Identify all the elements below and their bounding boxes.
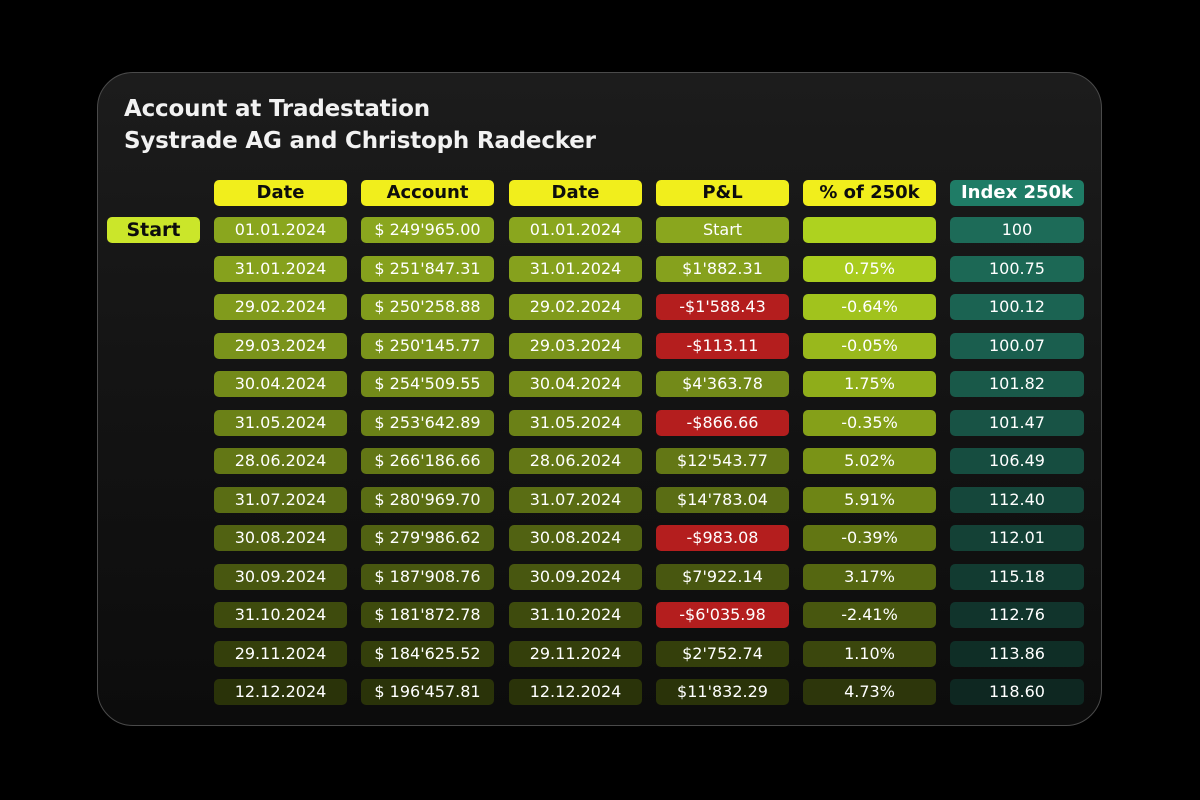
percent-cell — [803, 217, 936, 243]
account-cell: $ 253'642.89 — [361, 409, 494, 436]
index-cell: 106.49 — [950, 448, 1084, 474]
index-cell: 115.18 — [950, 563, 1084, 590]
date2-cell: 29.02.2024 — [509, 294, 642, 320]
account-cell: $ 181'872.78 — [361, 602, 494, 628]
start-label: Start — [107, 217, 200, 243]
account-cell: $ 187'908.76 — [361, 563, 494, 590]
date2-cell: 30.09.2024 — [509, 563, 642, 590]
pnl-cell: $7'922.14 — [656, 563, 789, 590]
index-cell: 101.82 — [950, 371, 1084, 397]
percent-cell: 0.75% — [803, 255, 936, 282]
pnl-cell: -$6'035.98 — [656, 602, 789, 628]
account-cell: $ 266'186.66 — [361, 448, 494, 474]
percent-cell: 5.91% — [803, 486, 936, 513]
index-cell: 100 — [950, 217, 1084, 243]
title-line-1: Account at Tradestation — [124, 96, 430, 122]
percent-cell: 3.17% — [803, 563, 936, 590]
header-account: Account — [361, 180, 494, 206]
header-pnl: P&L — [656, 180, 789, 206]
header-date: Date — [214, 180, 347, 206]
index-cell: 100.75 — [950, 255, 1084, 282]
account-cell: $ 251'847.31 — [361, 255, 494, 282]
percent-cell: -0.39% — [803, 525, 936, 551]
pnl-cell: $2'752.74 — [656, 640, 789, 667]
index-cell: 101.47 — [950, 409, 1084, 436]
account-cell: $ 184'625.52 — [361, 640, 494, 667]
percent-cell: -0.35% — [803, 409, 936, 436]
date-cell: 29.02.2024 — [214, 294, 347, 320]
date2-cell: 29.03.2024 — [509, 332, 642, 359]
date-cell: 30.09.2024 — [214, 563, 347, 590]
account-cell: $ 249'965.00 — [361, 217, 494, 243]
date2-cell: 28.06.2024 — [509, 448, 642, 474]
date-cell: 31.01.2024 — [214, 255, 347, 282]
index-cell: 112.01 — [950, 525, 1084, 551]
pnl-cell: $4'363.78 — [656, 371, 789, 397]
percent-cell: 4.73% — [803, 679, 936, 705]
pnl-cell: $14'783.04 — [656, 486, 789, 513]
percent-cell: 5.02% — [803, 448, 936, 474]
date2-cell: 01.01.2024 — [509, 217, 642, 243]
index-cell: 100.12 — [950, 294, 1084, 320]
percent-cell: -2.41% — [803, 602, 936, 628]
date-cell: 31.10.2024 — [214, 602, 347, 628]
pnl-cell: -$113.11 — [656, 332, 789, 359]
pnl-cell: $12'543.77 — [656, 448, 789, 474]
date2-cell: 30.08.2024 — [509, 525, 642, 551]
date-cell: 30.04.2024 — [214, 371, 347, 397]
pnl-cell: -$983.08 — [656, 525, 789, 551]
index-cell: 112.76 — [950, 602, 1084, 628]
pnl-cell: $1'882.31 — [656, 255, 789, 282]
percent-cell: -0.64% — [803, 294, 936, 320]
date-cell: 28.06.2024 — [214, 448, 347, 474]
account-cell: $ 254'509.55 — [361, 371, 494, 397]
date-cell: 12.12.2024 — [214, 679, 347, 705]
account-cell: $ 196'457.81 — [361, 679, 494, 705]
date-cell: 29.11.2024 — [214, 640, 347, 667]
header-percent: % of 250k — [803, 180, 936, 206]
date2-cell: 31.10.2024 — [509, 602, 642, 628]
index-cell: 118.60 — [950, 679, 1084, 705]
date-cell: 01.01.2024 — [214, 217, 347, 243]
percent-cell: 1.10% — [803, 640, 936, 667]
date2-cell: 30.04.2024 — [509, 371, 642, 397]
index-cell: 113.86 — [950, 640, 1084, 667]
header-date-2: Date — [509, 180, 642, 206]
header-index: Index 250k — [950, 180, 1084, 206]
page-title: Account at Tradestation Systrade AG and … — [124, 93, 596, 157]
account-cell: $ 250'145.77 — [361, 332, 494, 359]
index-cell: 100.07 — [950, 332, 1084, 359]
index-cell: 112.40 — [950, 486, 1084, 513]
date2-cell: 31.05.2024 — [509, 409, 642, 436]
date2-cell: 31.07.2024 — [509, 486, 642, 513]
date-cell: 30.08.2024 — [214, 525, 347, 551]
date2-cell: 31.01.2024 — [509, 255, 642, 282]
date-cell: 31.07.2024 — [214, 486, 347, 513]
title-line-2: Systrade AG and Christoph Radecker — [124, 128, 596, 154]
date-cell: 29.03.2024 — [214, 332, 347, 359]
pnl-cell: -$866.66 — [656, 409, 789, 436]
date-cell: 31.05.2024 — [214, 409, 347, 436]
percent-cell: -0.05% — [803, 332, 936, 359]
percent-cell: 1.75% — [803, 371, 936, 397]
date2-cell: 12.12.2024 — [509, 679, 642, 705]
pnl-cell: -$1'588.43 — [656, 294, 789, 320]
pnl-cell: $11'832.29 — [656, 679, 789, 705]
date2-cell: 29.11.2024 — [509, 640, 642, 667]
account-cell: $ 250'258.88 — [361, 294, 494, 320]
account-cell: $ 280'969.70 — [361, 486, 494, 513]
pnl-cell: Start — [656, 217, 789, 243]
account-cell: $ 279'986.62 — [361, 525, 494, 551]
